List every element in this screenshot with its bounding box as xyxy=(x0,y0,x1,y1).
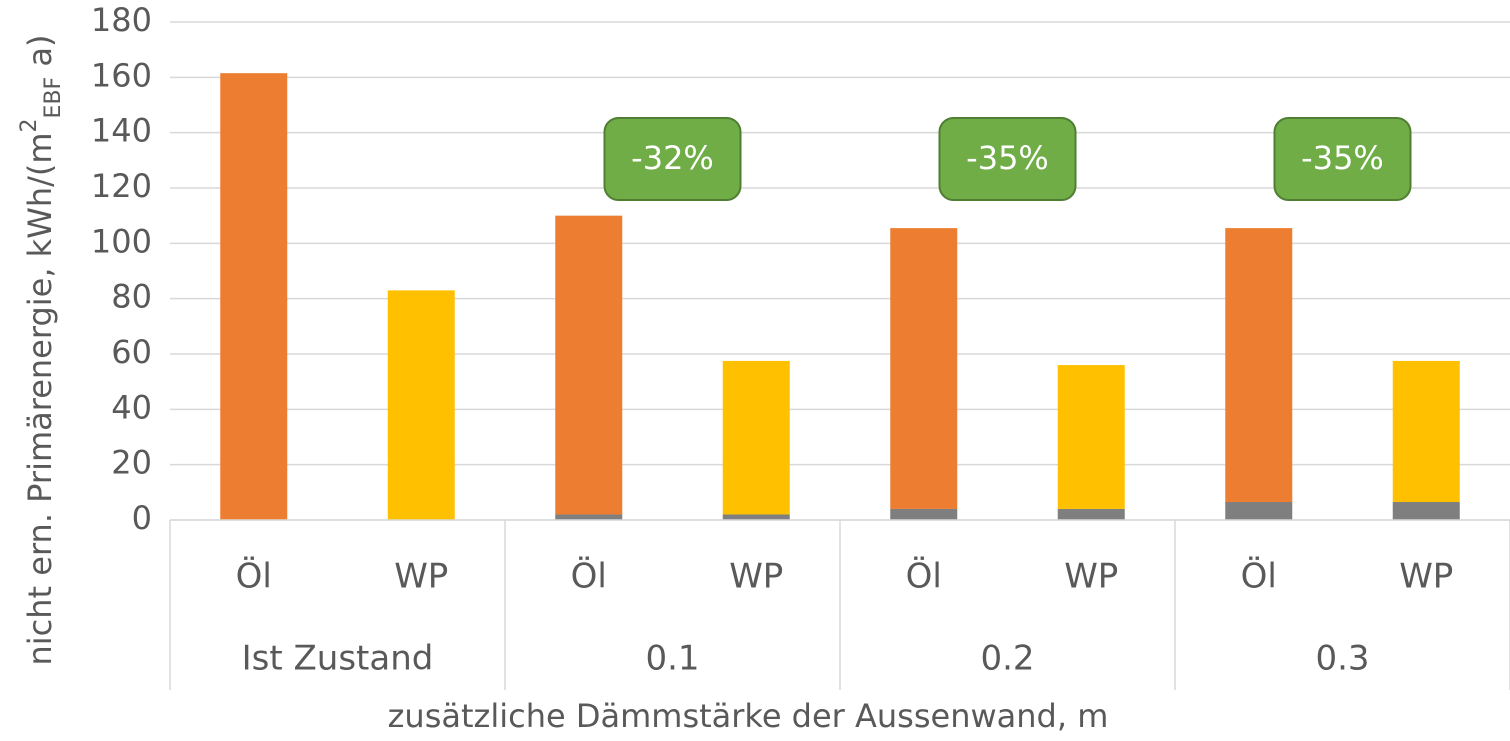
y-tick-label: 100 xyxy=(91,222,152,260)
group-label: 0.1 xyxy=(645,639,699,679)
y-tick-label: 0 xyxy=(132,499,152,537)
bar-segment xyxy=(1392,502,1460,520)
x-tick-label: Öl xyxy=(906,556,942,597)
bar-segment xyxy=(890,228,958,509)
y-title-text: nicht ern. Primärenergie, kWh/(m xyxy=(21,132,59,665)
group-label: Ist Zustand xyxy=(242,639,434,679)
y-axis-title: nicht ern. Primärenergie, kWh/(m2EBF a) xyxy=(17,35,66,666)
bar-segment xyxy=(1057,365,1125,509)
x-tick-label: Öl xyxy=(571,556,607,597)
y-tick-label: 140 xyxy=(91,112,152,150)
annotation: -32% xyxy=(631,139,714,177)
y-title-end: a) xyxy=(21,35,59,77)
y-tick-label: 60 xyxy=(111,333,152,371)
bar-segment xyxy=(1225,228,1293,503)
annotation: -35% xyxy=(966,139,1049,177)
x-tick-label: Öl xyxy=(1241,556,1277,597)
bar-segment xyxy=(1225,502,1293,520)
y-tick-label: 20 xyxy=(111,444,152,482)
bar-segment xyxy=(1057,508,1125,520)
y-title-sup: 2 xyxy=(17,118,42,132)
bar-segment xyxy=(387,290,455,520)
annotation-box xyxy=(1273,117,1412,201)
y-title-sub: EBF xyxy=(41,77,66,119)
annotation-box xyxy=(938,117,1077,201)
y-tick-label: 40 xyxy=(111,388,152,426)
group-label: 0.2 xyxy=(980,639,1034,679)
annotation: -35% xyxy=(1301,139,1384,177)
y-tick-label: 120 xyxy=(91,167,152,205)
bar-segment xyxy=(722,360,790,515)
x-tick-label: WP xyxy=(1399,557,1453,597)
bar-segment xyxy=(555,215,623,515)
x-tick-label: WP xyxy=(1064,557,1118,597)
bar-segment xyxy=(1392,360,1460,503)
annotation-box xyxy=(603,117,742,201)
x-axis-title: zusätzliche Dämmstärke der Aussenwand, m xyxy=(388,697,1109,735)
bar-segment xyxy=(722,514,790,520)
x-tick-label: WP xyxy=(729,557,783,597)
y-tick-label: 80 xyxy=(111,278,152,316)
x-tick-label: Öl xyxy=(236,556,272,597)
y-tick-label: 160 xyxy=(91,56,152,94)
bar-segment xyxy=(890,508,958,520)
group-label: 0.3 xyxy=(1315,639,1369,679)
bar-segment xyxy=(220,73,288,520)
y-tick-label: 180 xyxy=(91,1,152,39)
bar-segment xyxy=(555,514,623,520)
x-tick-label: WP xyxy=(394,557,448,597)
